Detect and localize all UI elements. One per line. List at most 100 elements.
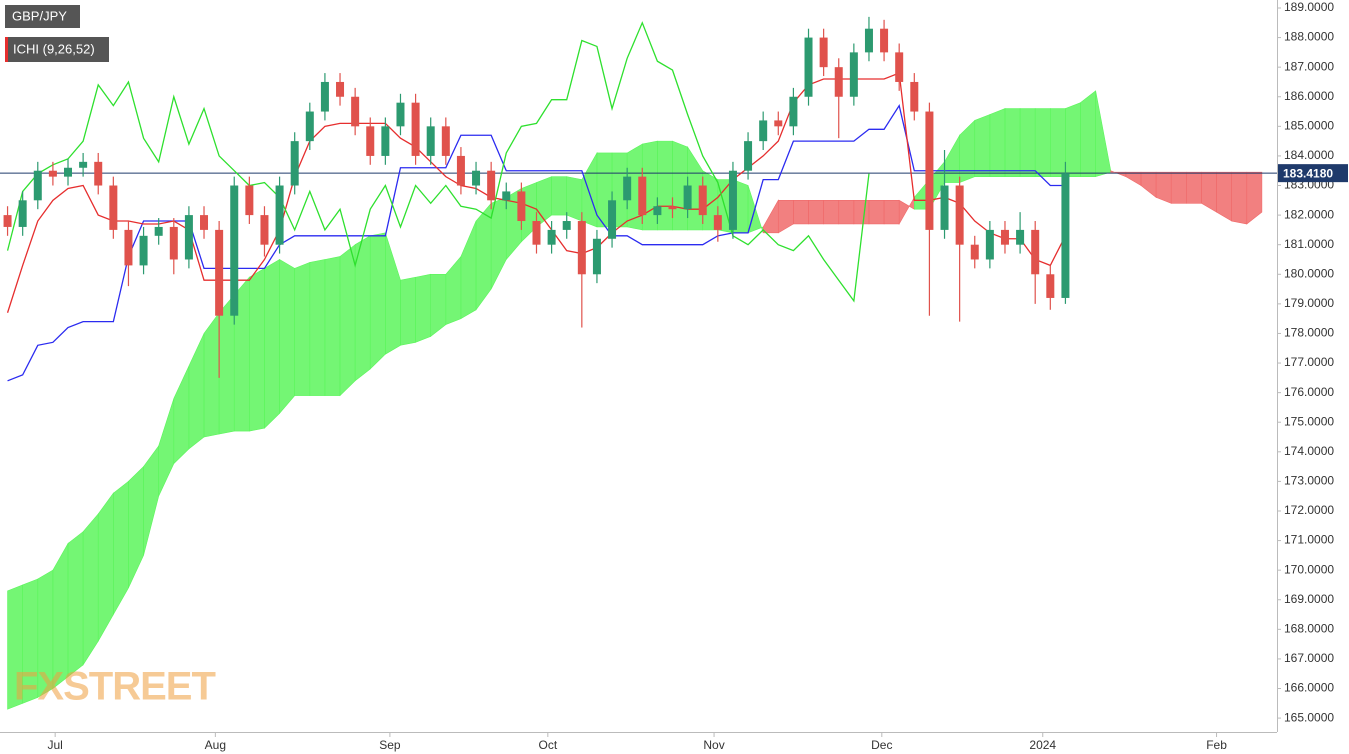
- symbol-label: GBP/JPY: [12, 8, 67, 23]
- candle-body: [366, 126, 375, 156]
- cloud-segment: [97, 492, 114, 643]
- candle-body: [487, 170, 496, 201]
- candle-body: [880, 28, 889, 53]
- x-tick-label: Sep: [379, 738, 401, 752]
- candle-body: [3, 215, 12, 227]
- candle-body: [230, 185, 239, 316]
- cloud-segment: [415, 273, 432, 343]
- candle-body: [275, 185, 284, 245]
- cloud-segment: [1186, 171, 1202, 204]
- candle-body: [1031, 229, 1040, 275]
- candle-body: [592, 238, 601, 275]
- cloud-segment: [218, 294, 235, 435]
- candle-body: [804, 37, 813, 97]
- y-tick-label: 188.0000: [1284, 30, 1334, 44]
- candle-body: [472, 170, 481, 186]
- price-label: 183.4180: [1283, 166, 1333, 180]
- axis-layer: 165.0000 166.0000 167.0000 168.0000 169.0000…: [47, 0, 1348, 752]
- candle-body: [638, 176, 647, 216]
- candle-body: [562, 221, 571, 230]
- candle-body: [411, 102, 420, 156]
- candle-body: [955, 185, 964, 245]
- cloud-segment: [823, 200, 840, 225]
- candle-body: [94, 161, 103, 186]
- cloud-segment: [793, 200, 809, 225]
- candle-body: [139, 235, 148, 266]
- candle-body: [1061, 173, 1070, 298]
- cloud-segment: [400, 276, 416, 346]
- y-tick-label: 180.0000: [1284, 266, 1334, 280]
- x-tick-label: Oct: [538, 738, 557, 752]
- candle-body: [1046, 274, 1055, 298]
- candle-body: [396, 102, 405, 127]
- cloud-segment: [294, 262, 311, 396]
- cloud-segment: [203, 311, 220, 438]
- cloud-segment: [989, 108, 1006, 177]
- candle-body: [940, 185, 949, 230]
- candle-body: [683, 185, 692, 210]
- candle-body: [532, 221, 541, 245]
- candle-body: [728, 170, 737, 230]
- y-tick-label: 173.0000: [1284, 474, 1334, 488]
- candle-body: [910, 81, 919, 112]
- candle-body: [215, 229, 224, 316]
- candle-body: [744, 141, 753, 171]
- candle-body: [819, 37, 828, 68]
- candle-body: [18, 200, 27, 227]
- candle-body: [985, 229, 994, 260]
- candle-body: [456, 155, 465, 186]
- x-tick-label: Nov: [703, 738, 724, 752]
- candle-body: [381, 126, 390, 156]
- indicator-box: [5, 37, 109, 62]
- candle-body: [290, 141, 299, 186]
- y-tick-label: 175.0000: [1284, 414, 1334, 428]
- cloud-segment: [1004, 108, 1021, 177]
- cloud-segment: [868, 200, 885, 225]
- candle-body: [759, 120, 768, 142]
- y-tick-label: 167.0000: [1284, 651, 1334, 665]
- x-tick-label: Aug: [205, 738, 226, 752]
- candle-body: [1016, 229, 1025, 245]
- y-tick-label: 177.0000: [1284, 355, 1334, 369]
- cloud-segment: [1019, 108, 1036, 177]
- indicator-swatch: [5, 37, 8, 62]
- candle-body: [895, 52, 904, 82]
- cloud-segment: [657, 140, 673, 231]
- candle-body: [668, 206, 677, 210]
- candle-body: [713, 215, 722, 230]
- candle-body: [245, 185, 254, 216]
- candle-body: [109, 185, 118, 230]
- cloud-segment: [853, 200, 870, 225]
- cloud-segment: [883, 200, 900, 225]
- y-tick-label: 178.0000: [1284, 326, 1334, 340]
- candle-body: [547, 229, 556, 245]
- indicator-line: [6, 21, 870, 303]
- indicator-line: [7, 103, 1066, 382]
- y-tick-label: 170.0000: [1284, 562, 1334, 576]
- y-tick-label: 176.0000: [1284, 385, 1334, 399]
- candle-body: [184, 215, 193, 260]
- cloud-segment: [1246, 171, 1263, 225]
- cloud-segment: [1050, 108, 1066, 177]
- y-tick-label: 189.0000: [1284, 0, 1334, 14]
- cloud-segment: [339, 244, 356, 397]
- candle-body: [124, 229, 133, 266]
- cloud-segment: [82, 513, 99, 666]
- candle-body: [517, 191, 526, 222]
- candle-body: [426, 126, 435, 156]
- cloud-segment: [264, 258, 280, 429]
- cloud-segment: [1216, 171, 1232, 222]
- cloud-segment: [551, 176, 568, 216]
- candle-body: [200, 215, 209, 230]
- watermark: FXSTREET: [14, 665, 215, 709]
- cloud-segment: [279, 258, 295, 415]
- candle-body: [79, 161, 88, 168]
- indicator-label: ICHI (9,26,52): [13, 41, 95, 56]
- y-tick-label: 165.0000: [1284, 710, 1334, 724]
- candle-body: [441, 126, 450, 156]
- y-tick-label: 172.0000: [1284, 503, 1334, 517]
- y-tick-label: 166.0000: [1284, 681, 1334, 695]
- candle-body: [849, 52, 858, 97]
- y-tick-label: 174.0000: [1284, 444, 1334, 458]
